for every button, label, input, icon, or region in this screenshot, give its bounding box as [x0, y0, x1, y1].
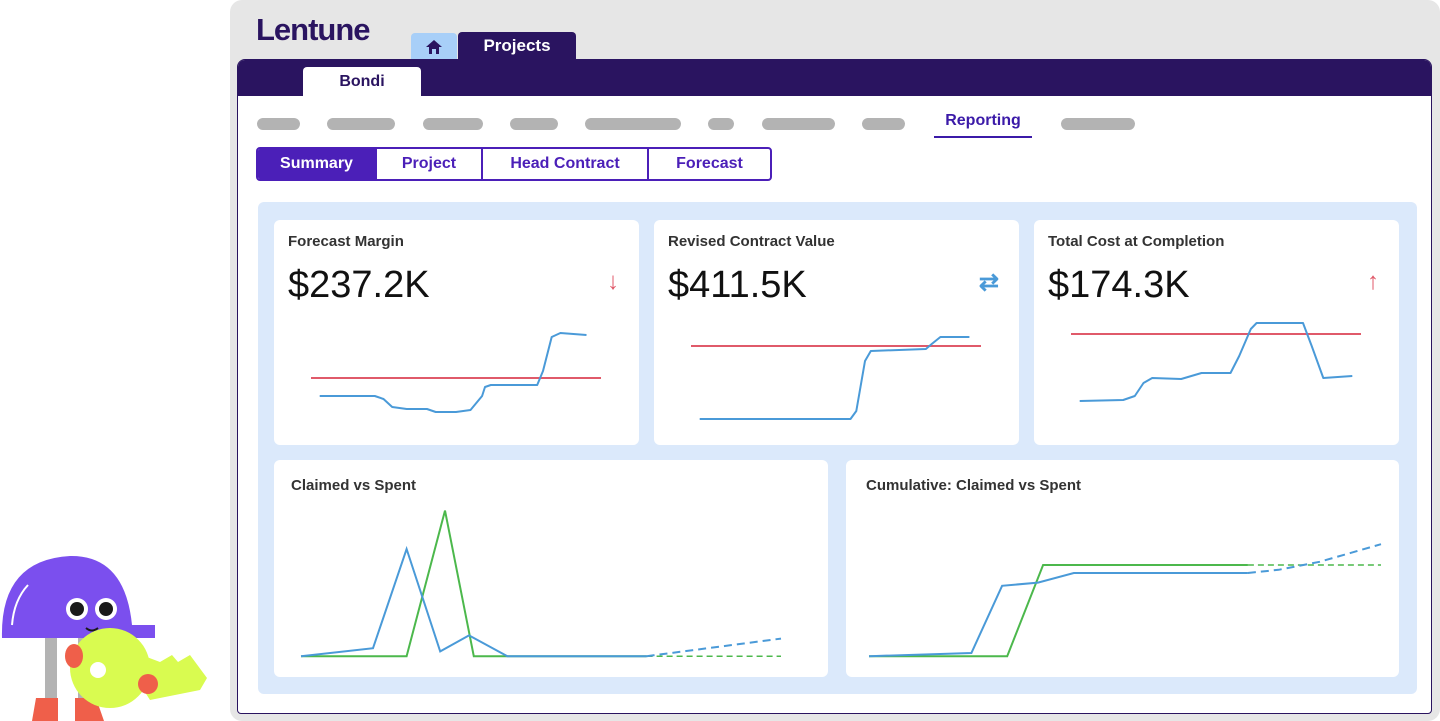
trend-line [319, 332, 587, 413]
home-tab[interactable] [411, 33, 457, 60]
kpi-card-forecast-margin: Forecast Margin $237.2K ↓ [274, 220, 639, 445]
arrow-down-icon: ↓ [607, 268, 619, 295]
sparkline [691, 336, 981, 420]
chart-title: Cumulative: Claimed vs Spent [866, 477, 1082, 494]
tab-summary[interactable]: Summary [258, 149, 377, 179]
tab-head-contract[interactable]: Head Contract [483, 149, 649, 179]
kpi-value: $411.5K [668, 264, 807, 306]
dashboard-panel: Forecast Margin $237.2K ↓ Revised Contra… [258, 202, 1417, 694]
swap-arrows-icon: ⇄ [978, 269, 999, 296]
nav-item-placeholder[interactable] [585, 118, 681, 130]
nav-item-placeholder[interactable] [708, 118, 734, 130]
series-blue-forecast [646, 637, 782, 658]
trend-line [1079, 322, 1353, 402]
tab-forecast[interactable]: Forecast [676, 155, 743, 172]
nav-item-reporting[interactable]: Reporting [934, 112, 1032, 138]
nav-item-placeholder[interactable] [1061, 118, 1135, 130]
chart-cumulative-claimed-vs-spent: Cumulative: Claimed vs Spent [846, 460, 1399, 677]
main-window: Bondi Reporting Summary Project Head Con… [237, 59, 1432, 714]
nav-item-placeholder[interactable] [862, 118, 905, 130]
line-chart [300, 510, 782, 658]
trend-line [699, 336, 970, 420]
series-green-line [869, 564, 1248, 658]
kpi-title: Forecast Margin [288, 233, 404, 250]
series-green-line [301, 510, 647, 658]
nav-item-placeholder[interactable] [762, 118, 835, 130]
projects-tab[interactable]: Projects [458, 32, 576, 60]
chart-title: Claimed vs Spent [291, 477, 417, 494]
series-blue-line [868, 572, 1248, 658]
report-subtabs: Summary Project Head Contract Forecast [256, 147, 772, 181]
mascot-illustration [1, 555, 207, 721]
kpi-value: $237.2K [288, 264, 430, 306]
home-icon [426, 39, 442, 54]
arrow-up-icon: ↑ [1367, 268, 1379, 295]
nav-item-placeholder[interactable] [327, 118, 395, 130]
sparkline [311, 332, 601, 413]
chart-claimed-vs-spent: Claimed vs Spent [274, 460, 828, 677]
series-blue-line [300, 545, 647, 658]
kpi-title: Total Cost at Completion [1048, 233, 1225, 250]
project-tab-bondi[interactable]: Bondi [303, 67, 421, 97]
kpi-value: $174.3K [1048, 264, 1190, 306]
nav-item-placeholder[interactable] [423, 118, 483, 130]
line-chart [868, 543, 1382, 658]
series-blue-forecast [1247, 543, 1382, 574]
project-tab-bar [238, 60, 1431, 96]
nav-item-placeholder[interactable] [510, 118, 558, 130]
kpi-title: Revised Contract Value [668, 233, 835, 250]
tab-project[interactable]: Project [377, 149, 483, 179]
kpi-card-total-cost-at-completion: Total Cost at Completion $174.3K ↑ [1034, 220, 1399, 445]
nav-item-placeholder[interactable] [257, 118, 300, 130]
sparkline [1071, 322, 1361, 402]
kpi-card-revised-contract-value: Revised Contract Value $411.5K ⇄ [654, 220, 1019, 445]
lentune-logo: Lentune [256, 12, 371, 47]
